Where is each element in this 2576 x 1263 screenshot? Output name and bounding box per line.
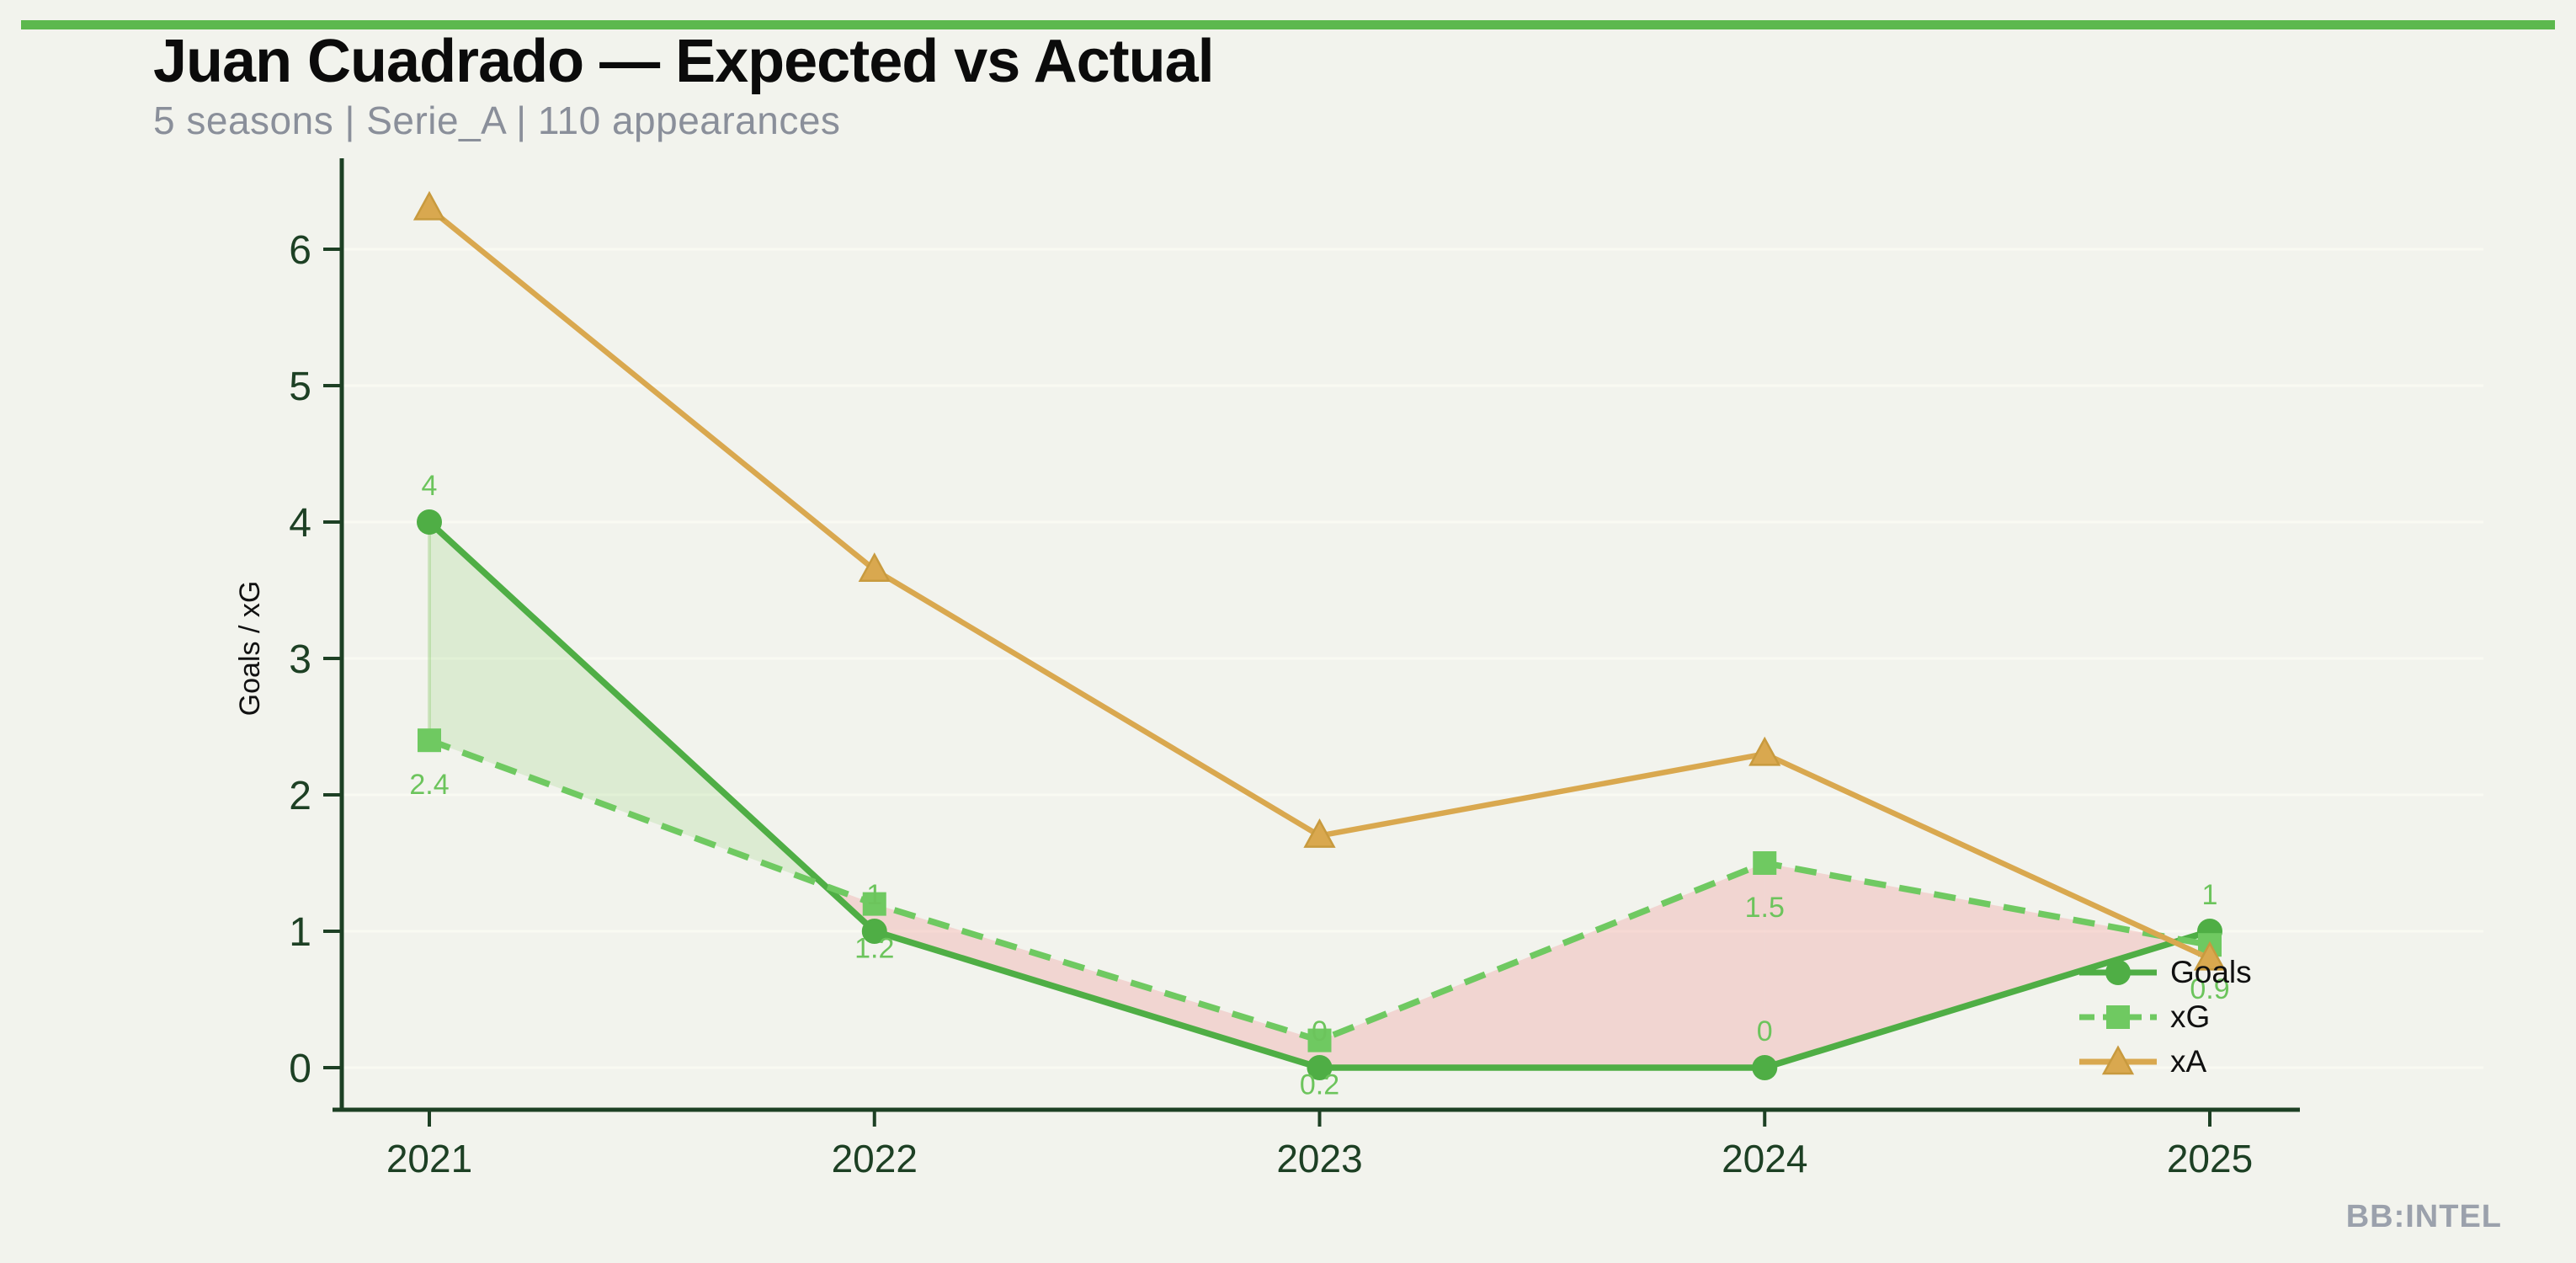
goals-value-label: 1 xyxy=(866,879,882,911)
x-tick-label: 2024 xyxy=(1722,1137,1807,1180)
xg-value-label: 1.2 xyxy=(854,933,894,965)
x-tick-label: 2021 xyxy=(386,1137,472,1180)
triangle-marker-icon xyxy=(2079,1044,2157,1074)
xg-marker-2022 xyxy=(862,892,886,916)
legend-item-goals: Goals xyxy=(2078,950,2252,994)
goals-marker-2022 xyxy=(861,919,887,944)
xa-marker-2022 xyxy=(858,552,891,582)
xg-value-label: 0.9 xyxy=(2190,973,2229,1005)
goals-marker-2021 xyxy=(417,509,442,535)
page-title: Juan Cuadrado — Expected vs Actual xyxy=(153,28,1215,95)
underperformance-fill xyxy=(1319,863,1765,1068)
underperformance-fill xyxy=(1764,863,2182,1068)
xg-value-label: 1.5 xyxy=(1745,892,1785,924)
square-marker-icon xyxy=(2079,1005,2157,1029)
y-tick-label: 2 xyxy=(289,774,311,818)
x-tick-label: 2023 xyxy=(1276,1137,1362,1180)
goals-marker-2024 xyxy=(1752,1055,1778,1080)
legend-label: Goals xyxy=(2170,954,2252,989)
goals-value-label: 0 xyxy=(1757,1015,1773,1047)
xg-value-label: 0.2 xyxy=(1300,1069,1339,1101)
y-tick-label: 4 xyxy=(289,501,311,546)
y-tick-label: 1 xyxy=(289,910,311,955)
page-subtitle: 5 seasons | Serie_A | 110 appearances xyxy=(153,98,841,142)
underperformance-fill xyxy=(874,903,1320,1068)
y-tick-label: 6 xyxy=(289,228,311,273)
legend-item-xg: xG xyxy=(2078,994,2252,1039)
xg-marker-2024 xyxy=(1753,851,1777,875)
xa-marker-2021 xyxy=(412,190,446,221)
legend-label: xA xyxy=(2170,1043,2207,1079)
legend-triangle xyxy=(2101,1044,2135,1074)
legend: Goals xG xA xyxy=(2078,950,2252,1084)
xg-marker-2023 xyxy=(1307,1028,1332,1052)
xa-marker-2024 xyxy=(1748,736,1781,766)
y-tick-label: 0 xyxy=(289,1047,311,1091)
xa-marker-2025 xyxy=(2193,941,2227,971)
legend-label: xG xyxy=(2170,999,2211,1034)
goals-marker-2023 xyxy=(1307,1055,1333,1080)
accent-bar xyxy=(21,20,2555,29)
xa-marker-2023 xyxy=(1303,818,1336,848)
chart-header: Juan Cuadrado — Expected vs Actual 5 sea… xyxy=(153,28,1215,143)
x-tick-label: 2022 xyxy=(832,1137,918,1180)
goals-value-label: 4 xyxy=(422,470,438,502)
legend-circle xyxy=(2105,959,2131,985)
y-tick-label: 3 xyxy=(289,637,311,682)
goals-value-label: 1 xyxy=(2202,879,2218,911)
y-axis-title: Goals / xG xyxy=(234,581,266,717)
legend-square xyxy=(2106,1005,2130,1029)
watermark: BB:INTEL xyxy=(2345,1199,2502,1234)
xg-value-label: 2.4 xyxy=(409,769,449,801)
xg-marker-2021 xyxy=(418,728,441,753)
x-tick-label: 2025 xyxy=(2167,1137,2253,1180)
goals-value-label: 0 xyxy=(1312,1015,1328,1047)
legend-item-xa: xA xyxy=(2078,1039,2252,1084)
circle-marker-icon xyxy=(2079,959,2157,985)
y-tick-label: 5 xyxy=(289,365,311,409)
